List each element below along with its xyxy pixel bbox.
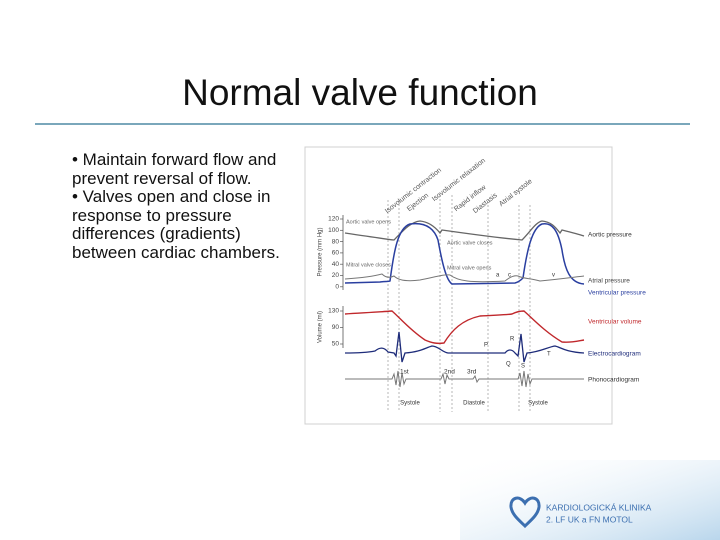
tick-label: 50: [332, 341, 340, 348]
heart-sound: 1st: [400, 369, 409, 376]
bullet: • Valves open and close in response to p…: [72, 187, 280, 262]
trace-label: Atrial pressure: [588, 278, 630, 285]
tick-label: 120: [328, 216, 339, 223]
tick-label: 100: [328, 227, 339, 234]
ventricular-volume-trace: [344, 310, 585, 345]
corner-gradient: [460, 460, 720, 540]
axis-label: Pressure (mm Hg): [318, 227, 324, 276]
ecg-wave: R: [510, 337, 515, 343]
ecg-wave: S: [521, 364, 525, 370]
logo-heart: [509, 496, 541, 529]
trace-label: Aortic pressure: [588, 232, 632, 239]
ventricular-pressure-trace: [344, 222, 585, 285]
trace-label: Ventricular pressure: [588, 290, 646, 297]
trace-label: Ventricular volume: [588, 319, 642, 326]
trace-label: Phonocardiogram: [588, 377, 639, 384]
ecg-wave: T: [547, 352, 551, 358]
valve-event: Mitral valve opens: [447, 265, 492, 271]
trace-label: Electrocardiogram: [588, 351, 641, 358]
valve-event: Mitral valve closes: [346, 262, 391, 268]
axis-label: Volume (ml): [318, 311, 324, 343]
period-label: Diastole: [463, 401, 485, 407]
period-label: Systole: [400, 401, 420, 407]
ecg-wave: P: [484, 343, 488, 349]
bullet-list: • Maintain forward flow and prevent reve…: [72, 150, 294, 263]
figure-frame: [304, 146, 613, 425]
aortic-pressure-trace: [344, 220, 585, 241]
period-label: Systole: [528, 401, 548, 407]
ecg-trace: [344, 331, 585, 363]
valve-event: Aortic valve closes: [447, 240, 493, 246]
tick-label: 40: [332, 261, 340, 268]
logo-name: KARDIOLOGICKÁ KLINIKA: [546, 502, 652, 512]
heart-sound: 2nd: [444, 369, 455, 376]
tick-label: 20: [332, 272, 340, 279]
wave-label: a: [496, 273, 500, 279]
tick-label: 60: [332, 250, 340, 257]
valve-event: Aortic valve opens: [346, 219, 391, 225]
tick-label: 80: [332, 238, 340, 245]
slide-title: Normal valve function: [182, 72, 538, 113]
tick-label: 130: [328, 308, 339, 315]
phonocardiogram-trace: [345, 370, 584, 388]
tick-label: 0: [335, 284, 339, 291]
bullet: • Maintain forward flow and prevent reve…: [72, 150, 277, 188]
heart-sound: 3rd: [467, 369, 477, 376]
tick-label: 90: [332, 324, 340, 331]
wave-label: c: [508, 273, 511, 279]
atrial-pressure-trace: [344, 273, 585, 283]
title-rule: [35, 123, 690, 125]
ecg-wave: Q: [506, 362, 511, 368]
logo-affiliation: 2. LF UK a FN MOTOL: [546, 514, 633, 524]
wave-label: v: [552, 273, 555, 279]
